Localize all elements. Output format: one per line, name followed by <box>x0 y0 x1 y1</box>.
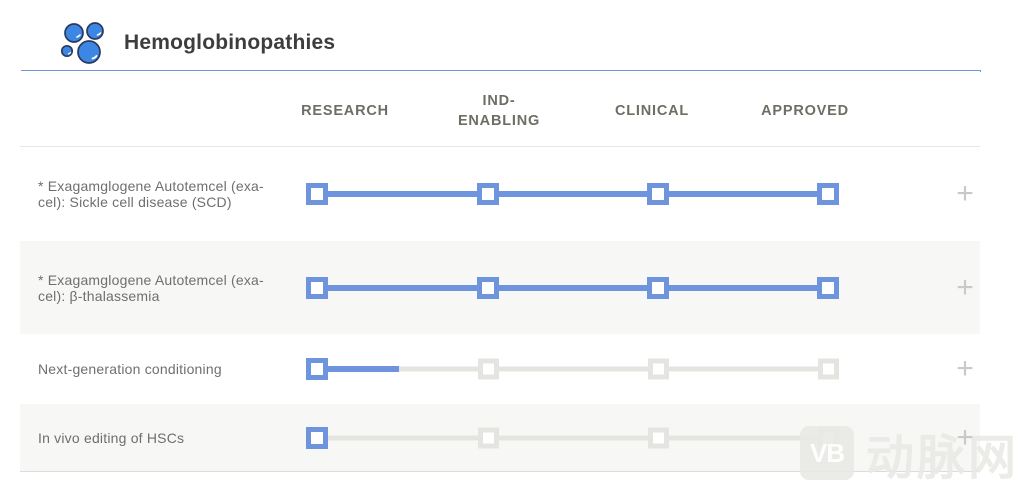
page-title: Hemoglobinopathies <box>124 31 336 54</box>
stage-marker-research-reached <box>306 426 328 449</box>
program-label: * Exagamglogene Autotemcel (exa-cel): Si… <box>38 178 264 210</box>
track-segment <box>488 366 658 372</box>
table-row-next-gen-conditioning: Next-generation conditioning + <box>20 334 980 404</box>
track-segment-complete <box>317 191 488 197</box>
stage-marker-ind-enabling-reached <box>477 276 499 299</box>
stage-column-headers: RESEARCH IND-ENABLING CLINICAL APPROVED <box>20 71 980 147</box>
expand-button[interactable]: + <box>948 177 982 211</box>
column-header-approved: APPROVED <box>761 102 849 119</box>
pipeline-track <box>20 241 980 334</box>
column-header-ind-enabling: IND-ENABLING <box>457 92 541 129</box>
stage-marker-approved-pending <box>817 358 839 380</box>
expand-button[interactable]: + <box>948 271 982 305</box>
track-segment <box>488 435 658 440</box>
track-segment-complete <box>488 191 658 197</box>
stage-marker-research-reached <box>306 358 328 380</box>
track-segment-complete <box>658 284 828 291</box>
stage-marker-approved-reached <box>817 276 839 299</box>
stage-marker-approved-reached <box>817 183 839 205</box>
track-segment-complete <box>488 284 658 291</box>
track-segment <box>658 366 828 372</box>
pipeline-track <box>20 404 980 471</box>
table-row-exa-cel-thalassemia: * Exagamglogene Autotemcel (exa-cel): β-… <box>20 241 980 334</box>
expand-button[interactable]: + <box>948 352 982 386</box>
stage-marker-approved-pending <box>817 427 839 448</box>
stage-marker-research-reached <box>306 183 328 205</box>
stage-marker-ind-enabling-reached <box>477 183 499 205</box>
program-label: Next-generation conditioning <box>38 361 222 377</box>
stage-marker-clinical-pending <box>647 358 669 380</box>
column-header-research: RESEARCH <box>301 102 389 119</box>
table-row-in-vivo-editing: In vivo editing of HSCs + <box>20 404 980 472</box>
program-label: * Exagamglogene Autotemcel (exa-cel): β-… <box>38 271 264 304</box>
stage-marker-clinical-reached <box>647 183 669 205</box>
stage-marker-clinical-pending <box>647 427 669 448</box>
blood-cells-icon <box>58 20 106 66</box>
column-header-clinical: CLINICAL <box>614 102 690 119</box>
table-row-exa-cel-scd: * Exagamglogene Autotemcel (exa-cel): Si… <box>20 147 980 241</box>
track-segment-complete <box>317 366 399 372</box>
pipeline-table: RESEARCH IND-ENABLING CLINICAL APPROVED … <box>20 71 980 472</box>
pipeline-track <box>20 147 980 241</box>
track-segment-complete <box>658 191 828 197</box>
stage-marker-research-reached <box>306 276 328 299</box>
expand-button[interactable]: + <box>948 421 982 455</box>
stage-marker-ind-enabling-pending <box>477 427 499 448</box>
track-segment-complete <box>317 284 488 291</box>
track-segment <box>317 435 488 440</box>
pipeline-track <box>20 334 980 404</box>
stage-marker-clinical-reached <box>647 276 669 299</box>
program-label: In vivo editing of HSCs <box>38 429 185 446</box>
stage-marker-ind-enabling-pending <box>477 358 499 380</box>
page-header: Hemoglobinopathies <box>58 20 335 66</box>
track-segment <box>658 435 828 440</box>
track-segment <box>317 366 488 372</box>
